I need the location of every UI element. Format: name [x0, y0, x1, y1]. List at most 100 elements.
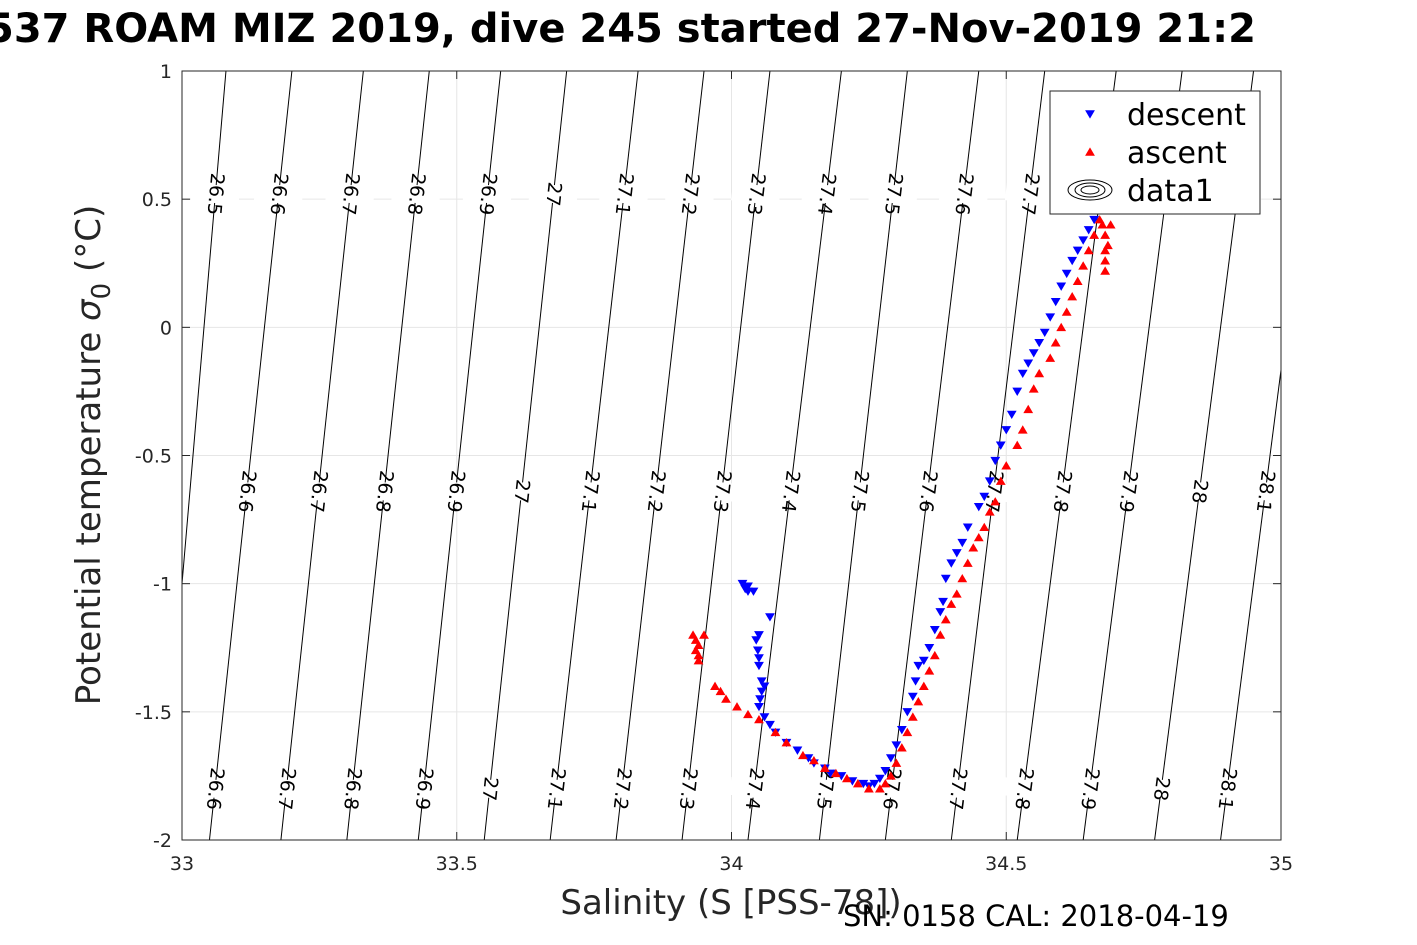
ascent-point [880, 779, 891, 788]
ascent-point [831, 768, 841, 778]
ascent-point [913, 697, 924, 706]
legend-label: data1 [1127, 174, 1214, 209]
descent-point [869, 779, 880, 789]
descent-point [1012, 387, 1023, 396]
y-tick-label: -1 [153, 574, 172, 596]
ascent-point [1100, 245, 1111, 255]
descent-point [979, 492, 990, 502]
descent-point [1017, 369, 1028, 379]
descent-point [924, 643, 935, 653]
descent-point [957, 538, 968, 548]
descent-point [874, 774, 885, 784]
y-axis-label: Potential temperature σ0 (°C) [69, 205, 117, 705]
y-axis-label-subscript: 0 [87, 283, 117, 300]
legend-contour-icon [1080, 185, 1100, 195]
ascent-point [907, 712, 918, 721]
descent-point [1089, 215, 1100, 225]
isopycnal-label: 27.4 [813, 172, 840, 217]
ascent-point [935, 630, 946, 639]
isopycnal-label: 26.7 [305, 469, 331, 513]
descent-point [973, 503, 984, 512]
isopycnal-label: 27.1 [577, 469, 604, 514]
y-tick-label: 1 [160, 61, 172, 83]
isopycnal-label: 27.2 [609, 766, 636, 811]
ascent-point [995, 476, 1006, 485]
isopycnal-label: 27.1 [611, 172, 638, 217]
isopycnal-label: 27.8 [1048, 469, 1075, 514]
ascent-point [715, 686, 726, 696]
descent-point [935, 608, 946, 617]
isopycnal-label: 27.6 [914, 469, 941, 514]
ascent-point [946, 599, 957, 608]
descent-point [1045, 313, 1056, 322]
descent-point [896, 726, 907, 735]
ascent-point [743, 709, 753, 719]
descent-point [1067, 256, 1078, 266]
ascent-point [918, 681, 929, 690]
descent-point [754, 661, 764, 671]
isopycnal-label: 27.7 [1016, 172, 1043, 217]
legend-marker-descent [1085, 110, 1095, 119]
ascent-point [885, 771, 896, 780]
ascent-point [721, 694, 731, 703]
ascent-point [1083, 245, 1094, 255]
svg-text:Potential temperature σ0 (°C): Potential temperature σ0 (°C) [69, 205, 117, 705]
legend-label: descent [1127, 98, 1246, 133]
ascent-series [688, 199, 1116, 793]
chart-title: 537 ROAM MIZ 2019, dive 245 started 27-N… [0, 6, 1256, 52]
descent-point [1028, 349, 1039, 358]
descent-point [1001, 426, 1012, 435]
descent-point [754, 631, 764, 640]
ascent-point [1017, 425, 1028, 434]
ascent-point [896, 743, 907, 752]
y-axis-label-symbol: σ [69, 298, 109, 321]
ascent-point [957, 573, 968, 583]
ascent-point [1100, 266, 1111, 275]
ascent-point [874, 784, 885, 793]
ascent-point [781, 738, 792, 747]
descent-point [880, 767, 891, 776]
ascent-point [710, 681, 720, 690]
descent-point [754, 654, 764, 663]
x-tick-label: 33 [170, 853, 194, 875]
ascent-point [1100, 256, 1111, 265]
legend-contour-icon [1067, 179, 1113, 201]
descent-point [765, 720, 775, 730]
legend-contour-icon [1074, 182, 1106, 198]
ascent-point [841, 773, 852, 783]
isopycnal-label: 27 [477, 776, 501, 802]
isopycnal-label: 27.7 [944, 766, 971, 811]
ascent-point [940, 614, 951, 624]
descent-point [910, 677, 921, 686]
y-axis-ticks: -2 -1.5 -1 -0.5 0 0.5 1 [135, 61, 1281, 852]
isopycnal-label: 28.1 [1214, 766, 1241, 811]
isopycnal-label: 26.6 [234, 469, 260, 513]
descent-point [752, 646, 763, 655]
ascent-point [951, 589, 962, 598]
isopycnal-label: 26.8 [403, 172, 429, 216]
ascent-point [820, 763, 830, 772]
isopycnal-label: 27.3 [743, 172, 770, 217]
x-tick-label: 35 [1269, 853, 1293, 875]
ascent-point [1023, 404, 1034, 414]
descent-point [902, 708, 913, 717]
y-tick-label: 0 [160, 317, 172, 339]
descent-point [759, 713, 770, 722]
isopycnal-label: 28.1 [1252, 469, 1279, 514]
isopycnal-label: 27.4 [777, 469, 804, 514]
y-axis-label-text: Potential temperature [69, 332, 109, 705]
y-axis-label-unit: (°C) [69, 205, 109, 272]
isopycnal-label: 28 [1187, 478, 1212, 505]
descent-point [951, 549, 962, 558]
descent-point [1072, 246, 1083, 256]
y-tick-label: -0.5 [135, 446, 172, 468]
ascent-point [973, 532, 984, 542]
ascent-point [979, 522, 990, 532]
ascent-point [809, 755, 819, 765]
ascent-point [1034, 368, 1045, 378]
ascent-point [1061, 307, 1072, 316]
ascent-point [990, 497, 1001, 506]
ascent-point [891, 758, 902, 767]
isopycnal-label: 27.8 [1010, 766, 1037, 811]
descent-point [756, 687, 767, 696]
